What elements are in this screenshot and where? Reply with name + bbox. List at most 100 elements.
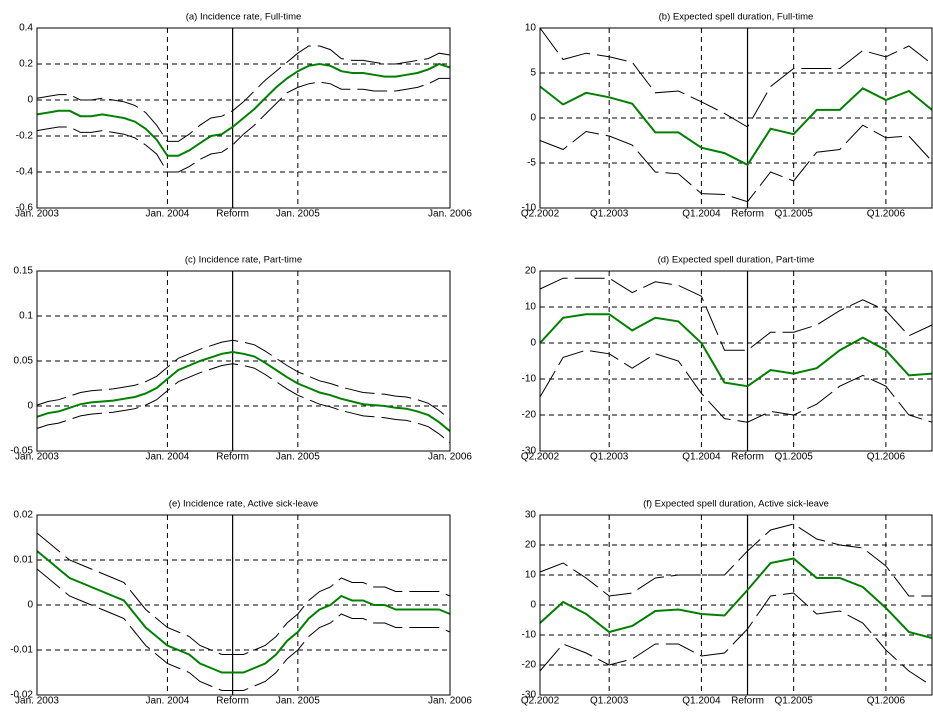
panel-title: (b) Expected spell duration, Full-time [659,12,814,23]
panel: (a) Incidence rate, Full-time -0.6 -0.4 -0.… [15,12,472,220]
estimate-line [36,550,451,674]
y-tick-label: 0.02 [14,510,34,521]
x-tick-label: Reform [216,452,249,463]
x-tick-label: Q2.2002 [521,452,560,463]
x-tick-label: Jan. 2004 [145,696,189,707]
x-tick-label: Q1.2005 [774,452,813,463]
y-tick-label: 5 [530,68,536,79]
plot-frame [539,27,933,209]
x-tick-label: Jan. 2005 [276,452,320,463]
y-tick-label: 0.05 [14,356,34,367]
y-tick-label: -10 [522,374,537,385]
estimate-line [36,350,451,432]
x-tick-label: Q1.2004 [682,452,721,463]
x-tick-label: Q1.2003 [590,209,629,220]
x-tick-label: Reform [731,696,764,707]
y-tick-label: 0.01 [14,555,34,566]
plot-frame [539,270,933,452]
confidence-line [539,349,933,423]
y-tick-label: -0.6 [16,203,34,214]
confidence-line [539,277,933,351]
plot-frame [36,270,451,452]
panel-title: (a) Incidence rate, Full-time [186,12,302,23]
estimate-line [36,62,451,157]
y-tick-label: 10 [525,570,537,581]
x-tick-label: Q2.2002 [521,209,560,220]
y-tick-label: -20 [522,660,537,671]
x-tick-label: Jan. 2006 [428,452,472,463]
panel-title: (f) Expected spell duration, Active sick… [643,499,829,510]
x-tick-label: Reform [731,452,764,463]
x-tick-label: Jan. 2006 [428,696,472,707]
confidence-line [539,27,933,128]
y-tick-label: 0.15 [14,266,34,277]
x-tick-label: Q1.2006 [867,452,906,463]
x-tick-label: Reform [216,209,249,220]
y-tick-label: 0.4 [19,23,33,34]
x-tick-label: Q1.2004 [682,696,721,707]
confidence-line [36,45,451,142]
panel: (e) Incidence rate, Active sick-leave -0.… [10,499,472,707]
y-tick-label: -10 [522,203,537,214]
confidence-line [539,592,933,687]
y-tick-label: 0 [27,600,33,611]
y-tick-label: -0.02 [10,690,33,701]
panel: (d) Expected spell duration, Part-time -3… [521,255,933,463]
y-tick-label: 10 [525,302,537,313]
confidence-line [36,339,451,420]
x-tick-label: Q1.2003 [590,696,629,707]
y-tick-label: -30 [522,446,537,457]
x-tick-label: Reform [731,209,764,220]
plot-frame [36,27,451,209]
estimate-line [539,85,933,167]
plot-frame [539,514,933,696]
confidence-line [36,568,451,691]
x-tick-label: Jan. 2003 [15,452,59,463]
confidence-line [539,523,932,597]
x-tick-label: Q1.2005 [774,696,813,707]
y-tick-label: 20 [525,540,537,551]
y-tick-label: -10 [522,630,537,641]
y-tick-label: -0.2 [16,131,34,142]
y-tick-label: 0 [27,95,33,106]
y-tick-label: -5 [527,158,536,169]
x-tick-label: Jan. 2004 [145,452,189,463]
y-tick-label: -0.4 [16,167,34,178]
confidence-line [36,363,451,444]
estimate-line [539,557,933,639]
x-tick-label: Jan. 2005 [276,696,320,707]
x-tick-label: Jan. 2006 [428,209,472,220]
y-tick-label: -20 [522,410,537,421]
y-tick-label: 0 [27,401,33,412]
x-tick-label: Jan. 2005 [276,209,320,220]
y-tick-label: 0 [530,338,536,349]
plot-frame [36,514,451,696]
panel: (b) Expected spell duration, Full-time -1… [521,12,933,220]
panel-title: (e) Incidence rate, Active sick-leave [169,499,318,510]
x-tick-label: Q1.2006 [867,209,906,220]
x-tick-label: Q1.2004 [682,209,721,220]
confidence-line [36,532,451,655]
panel-title: (c) Incidence rate, Part-time [185,255,302,266]
x-tick-label: Q1.2006 [867,696,906,707]
panel-title: (d) Expected spell duration, Part-time [658,255,815,266]
y-tick-label: 0 [530,600,536,611]
x-tick-label: Jan. 2003 [15,696,59,707]
x-tick-label: Q1.2003 [590,452,629,463]
estimate-line [539,313,933,388]
y-tick-label: 10 [525,23,537,34]
panel: (f) Expected spell duration, Active sick… [521,499,933,707]
y-tick-label: 20 [525,266,537,277]
y-tick-label: 0.2 [19,59,33,70]
y-tick-label: -0.05 [10,446,33,457]
x-tick-label: Jan. 2003 [15,209,59,220]
y-tick-label: 30 [525,510,537,521]
confidence-line [36,77,450,173]
x-tick-label: Q1.2005 [774,209,813,220]
y-tick-label: 0.1 [19,311,33,322]
x-tick-label: Q2.2002 [521,696,560,707]
x-tick-label: Jan. 2004 [145,209,189,220]
y-tick-label: -0.01 [10,645,33,656]
x-tick-label: Reform [216,696,249,707]
